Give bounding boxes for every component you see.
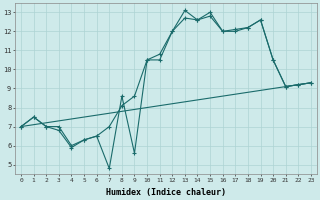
X-axis label: Humidex (Indice chaleur): Humidex (Indice chaleur): [106, 188, 226, 197]
